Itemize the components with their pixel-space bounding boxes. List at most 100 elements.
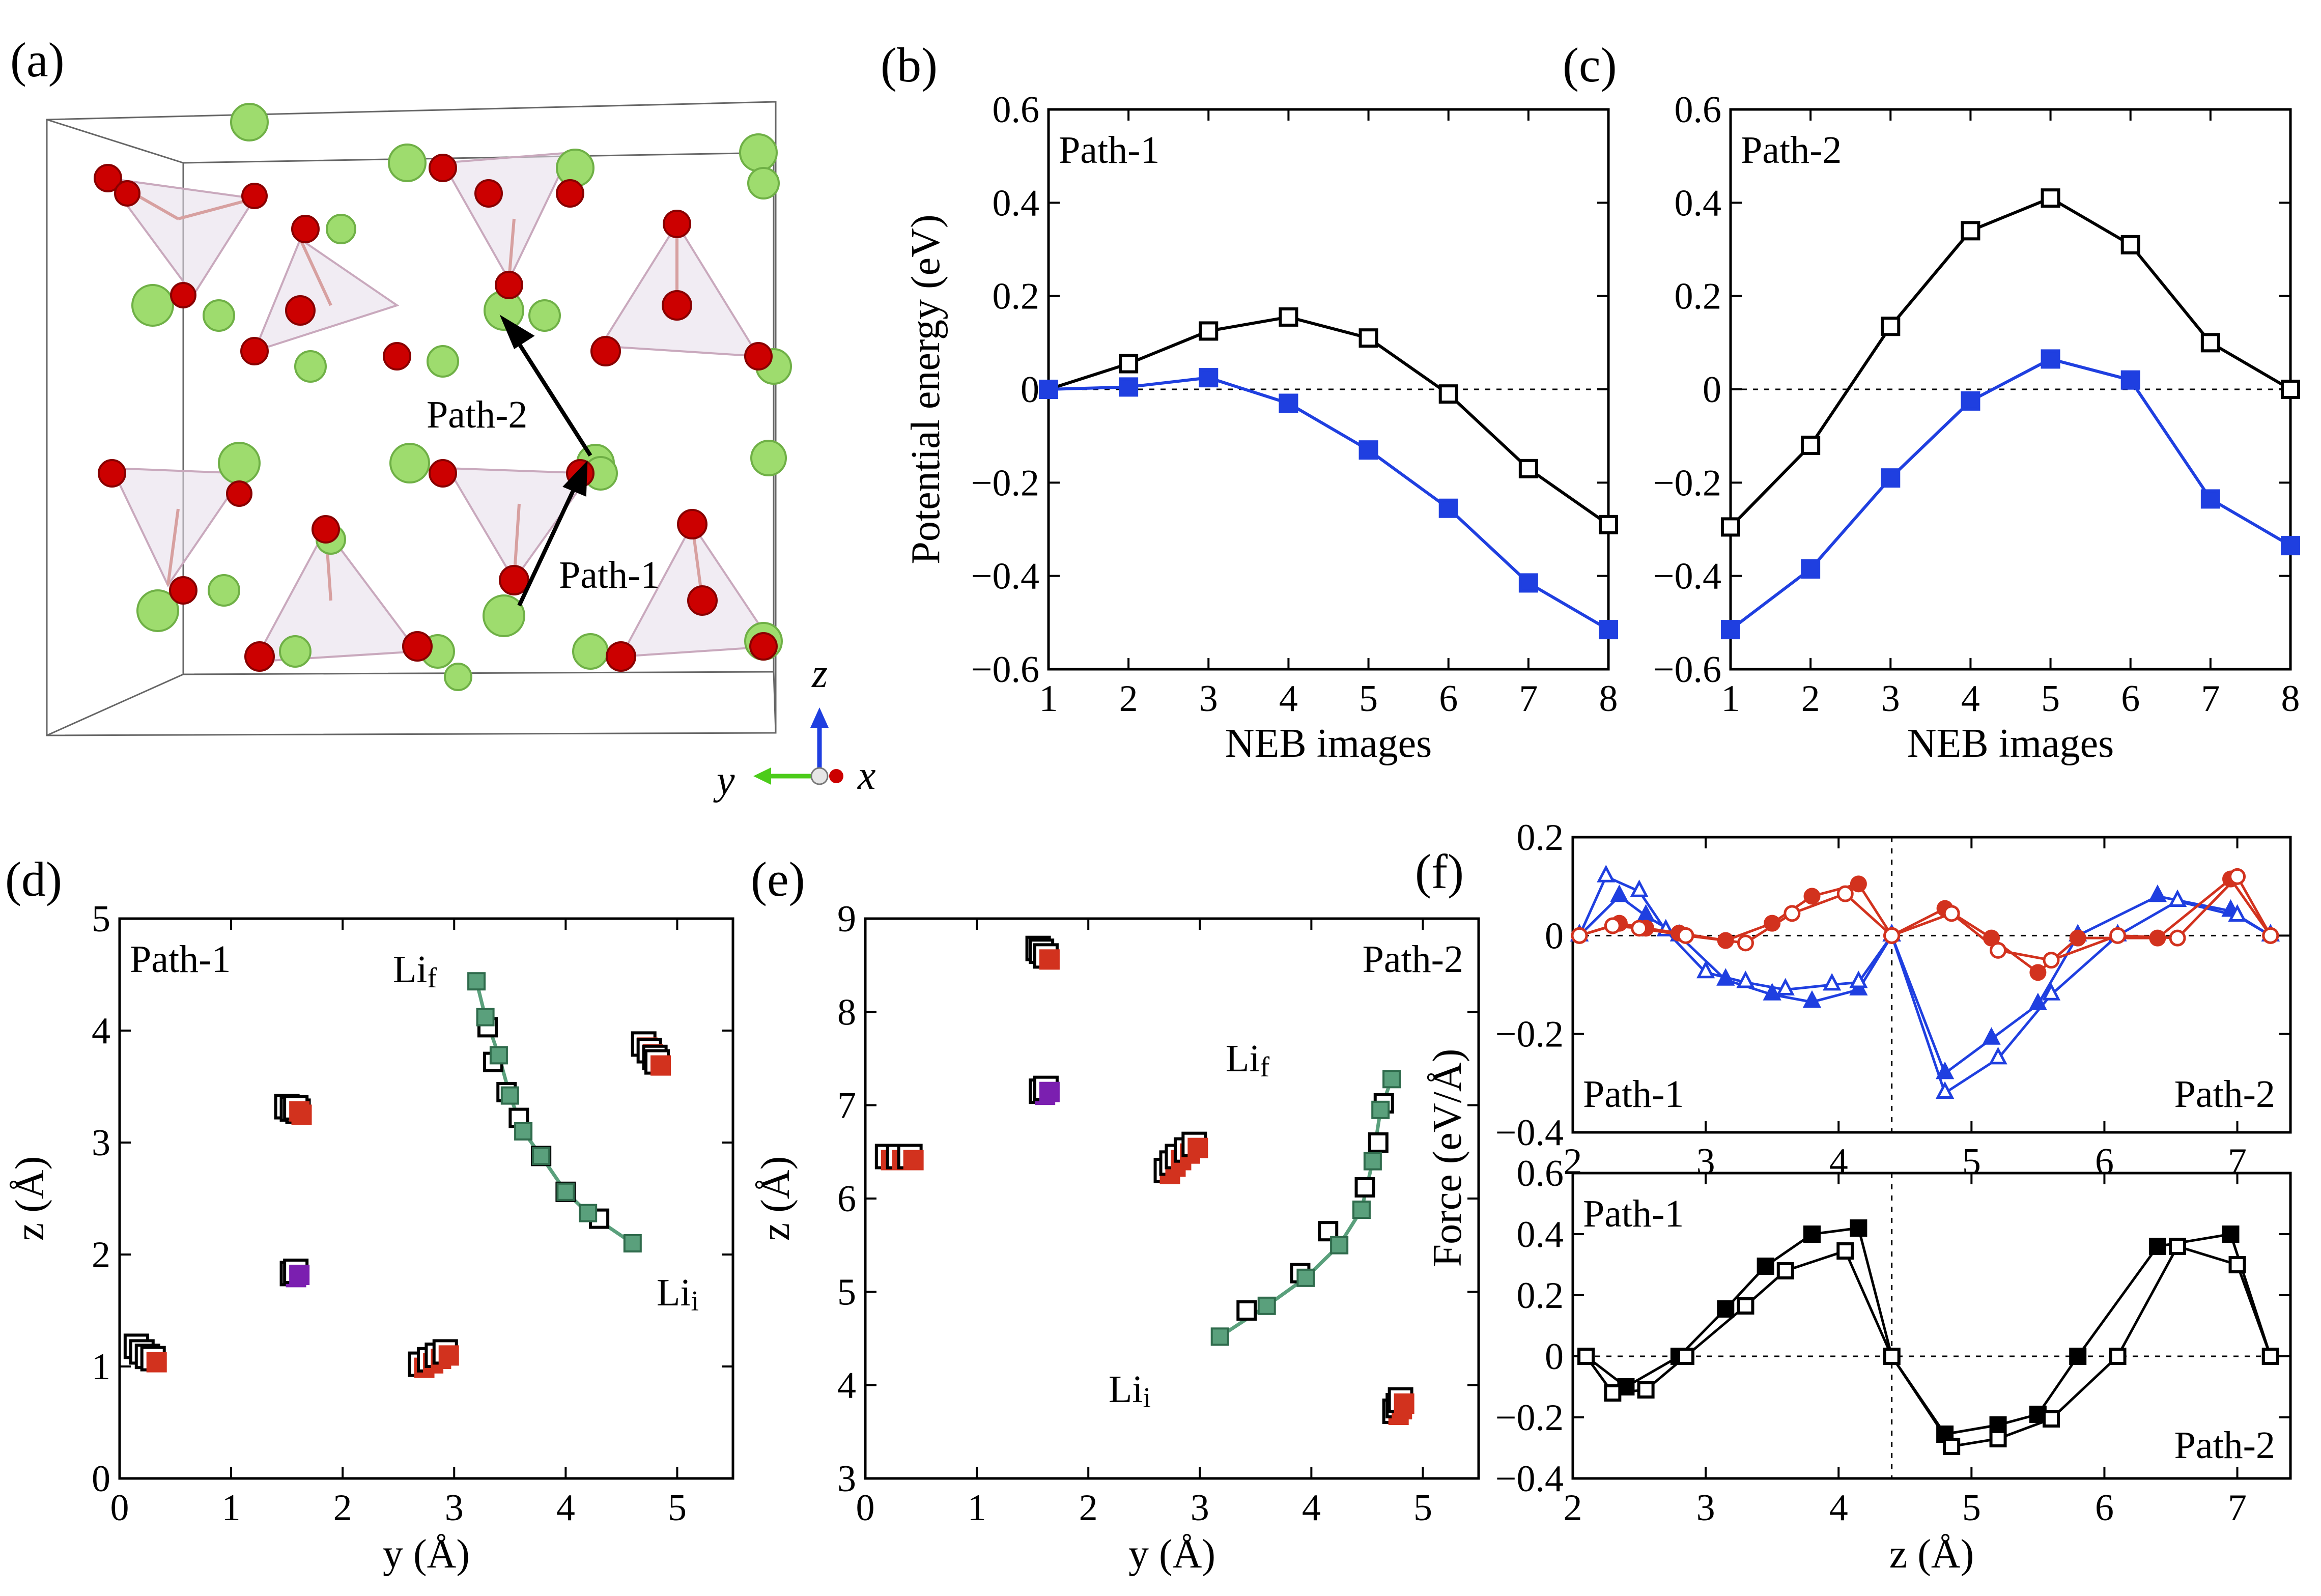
y-tick-label: −0.2 <box>1495 1397 1564 1439</box>
x-tick-label: 7 <box>1519 678 1538 720</box>
data-point-open-square <box>1961 221 1980 241</box>
y-tick-label: −0.4 <box>1495 1458 1564 1500</box>
x-tick-label: 4 <box>1279 678 1298 720</box>
x-axis-label: y (Å) <box>1128 1532 1215 1577</box>
series-line-blue-open-path2 <box>1890 899 2272 1095</box>
data-point-open-triangle <box>1630 879 1649 897</box>
y-tick-label: −0.4 <box>971 556 1039 597</box>
panel-path-label: Path-2 <box>1741 129 1842 172</box>
data-point-open-square <box>1776 1262 1794 1279</box>
migration-arrows <box>499 315 592 607</box>
e-annotations: Lif Lii <box>1109 1037 1270 1414</box>
data-point-open-triangle <box>2228 904 2247 922</box>
data-point-filled-square <box>2148 1238 2166 1255</box>
x-tick-label: 1 <box>1721 678 1740 720</box>
data-point-filled-circle <box>1850 875 1867 893</box>
data-point-filled-square <box>1989 1416 2007 1434</box>
y-tick-label: 9 <box>837 898 856 940</box>
data-point-open-square <box>1801 436 1821 455</box>
data-point-open-square <box>1737 1297 1754 1315</box>
data-point-open-circle <box>2229 868 2246 885</box>
x-tick-label: 8 <box>1599 678 1618 720</box>
x-axis-label: y (Å) <box>383 1532 470 1577</box>
x-tick-label: 4 <box>1302 1487 1321 1529</box>
x-tick-label: 0 <box>110 1487 129 1529</box>
data-point-filled-square <box>1757 1258 1774 1275</box>
data-point-filled-circle <box>1803 888 1821 905</box>
y-tick-label: 0.2 <box>1675 276 1722 318</box>
y-tick-label: −0.2 <box>971 462 1039 504</box>
x-axis-label: z (Å) <box>1889 1532 1974 1577</box>
x-tick-label: 1 <box>1039 678 1058 720</box>
y-tick-label: 0.4 <box>1675 182 1722 224</box>
data-point-filled-square <box>1881 468 1901 488</box>
y-tick-label: 0 <box>1545 915 1564 957</box>
data-point-filled-square <box>556 1182 575 1201</box>
data-point-open-triangle <box>1736 971 1755 988</box>
data-point-filled-triangle <box>1610 884 1629 902</box>
data-point-filled-square <box>2120 370 2140 390</box>
data-point-open-square <box>1358 328 1378 348</box>
data-point-open-square <box>1836 1242 1854 1260</box>
data-point-open-circle <box>1604 917 1621 934</box>
series-line-blue-filled-path1 <box>1578 894 1893 1004</box>
panel-path-label: Path-1 <box>1059 129 1159 172</box>
data-point-open-square <box>1989 1430 2007 1447</box>
cluster-filled-marker <box>1394 1393 1414 1414</box>
data-point-open-square <box>1199 321 1219 341</box>
data-point-filled-square <box>1199 368 1219 388</box>
triad-y-label: y <box>713 758 735 803</box>
cluster-filled-marker <box>903 1150 924 1171</box>
y-tick-label: 0.2 <box>993 276 1040 318</box>
data-point-open-square <box>1604 1384 1622 1402</box>
data-point-open-triangle <box>1696 960 1715 979</box>
x-tick-label: 5 <box>1413 1487 1432 1529</box>
series-line-red-open-path2 <box>1891 874 2272 962</box>
e-lii-sub: i <box>1143 1382 1151 1414</box>
x-tick-label: 2 <box>1801 678 1820 720</box>
data-point-open-square <box>1883 1348 1901 1365</box>
data-point-open-triangle <box>1597 865 1616 882</box>
data-point-filled-triangle <box>1763 983 1781 1001</box>
data-point-open-circle <box>1990 942 2007 959</box>
o-atoms <box>94 154 778 672</box>
data-point-filled-square <box>489 1046 508 1065</box>
data-point-filled-square <box>1119 377 1139 397</box>
data-point-filled-square <box>623 1234 642 1252</box>
data-point-filled-square <box>1210 1327 1229 1346</box>
panel-path2-label: Path-2 <box>2174 1424 2275 1467</box>
x-tick-label: 4 <box>1829 1487 1848 1529</box>
y-tick-label: 0 <box>92 1458 110 1500</box>
cluster-filled-marker <box>438 1345 459 1366</box>
chart-f-force-top: 2 3 4 5 6 7−0.4−0.200.2(f)Path-1 Path-2 <box>1415 817 2292 1183</box>
data-point-filled-square <box>1801 559 1821 579</box>
data-point-open-circle <box>2043 952 2060 969</box>
cluster-filled-marker <box>289 1265 310 1285</box>
data-point-open-square <box>2281 380 2300 399</box>
data-point-filled-square <box>467 972 486 991</box>
y-tick-label: 2 <box>92 1234 110 1276</box>
panel-label: (b) <box>881 38 938 92</box>
data-point-filled-square <box>1358 440 1378 460</box>
x-tick-label: 3 <box>1191 1487 1209 1529</box>
y-tick-label: 0.6 <box>1675 89 1722 131</box>
data-point-filled-square <box>1803 1226 1821 1243</box>
x-tick-label: 2 <box>1119 678 1138 720</box>
data-point-open-square <box>1599 515 1618 534</box>
data-point-open-square <box>1438 384 1458 404</box>
data-point-open-square <box>1354 1177 1375 1198</box>
data-point-filled-circle <box>1764 915 1781 932</box>
plot-frame <box>1571 1172 2292 1480</box>
data-point-open-square <box>1721 517 1740 537</box>
data-point-open-square <box>1881 317 1901 336</box>
data-point-open-triangle <box>1935 1081 1955 1099</box>
data-point-open-circle <box>1784 905 1801 922</box>
series-line-open-black <box>1048 315 1609 526</box>
data-point-open-square <box>2261 1348 2279 1365</box>
y-tick-label: 4 <box>92 1010 110 1052</box>
axis-triad: z y x <box>713 651 876 803</box>
y-tick-label: 0 <box>1703 369 1721 411</box>
panel-label: (f) <box>1415 844 1464 899</box>
y-axis-label: Potential energy (eV) <box>903 214 948 564</box>
